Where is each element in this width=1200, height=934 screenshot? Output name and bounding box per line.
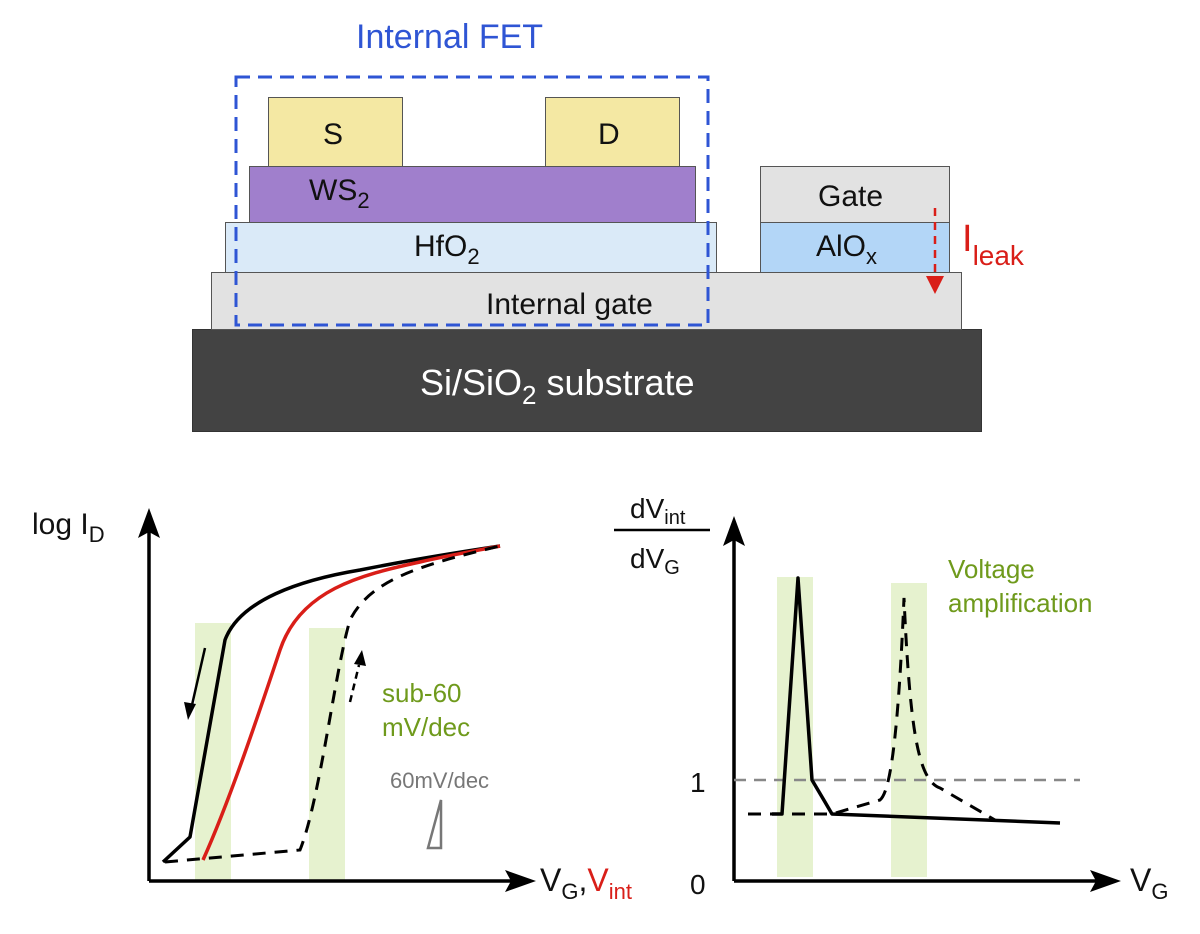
left-highlight-band-1 (195, 623, 231, 881)
voltage-amplification-line1: Voltage (948, 554, 1035, 584)
tick-label-zero: 0 (690, 869, 706, 900)
left-x-axis-arrowhead (505, 870, 536, 892)
internal-fet-box (234, 75, 710, 327)
left-y-label: log ID (32, 508, 105, 547)
left-black-dashed-curve (164, 544, 501, 864)
source-label: S (323, 118, 344, 151)
reference-slope-triangle (426, 799, 443, 850)
down-sweep-arrow (190, 647, 207, 706)
left-y-axis-arrowhead (138, 508, 160, 538)
source-contact (268, 97, 403, 167)
alox-label: AlOx (816, 230, 878, 269)
ws2-channel-layer (249, 166, 696, 223)
sub60-annotation-line2: mV/dec (382, 712, 470, 742)
alox-layer (760, 222, 950, 273)
substrate-label: Si/SiO2 substrate (420, 362, 695, 410)
ws2-label: WS2 (309, 174, 370, 213)
internal-gate-layer (211, 272, 962, 330)
left-plot: log ID VG,Vint sub-60 mV/dec 60mV/dec (32, 508, 632, 904)
hfo2-layer (225, 222, 717, 273)
down-sweep-arrowhead (184, 702, 196, 720)
tick-label-one: 1 (690, 767, 706, 798)
left-red-curve (201, 544, 501, 861)
gate-layer (760, 166, 950, 223)
right-y-label-numerator: dVint (630, 493, 686, 529)
device-overlay (234, 75, 944, 327)
sub60-annotation-line1: sub-60 (382, 678, 462, 708)
gate-label: Gate (818, 180, 884, 213)
internal-gate-label: Internal gate (486, 288, 653, 321)
left-highlight-band-2 (309, 628, 345, 881)
drain-label: D (598, 118, 620, 151)
right-x-axis-arrowhead (1090, 870, 1121, 892)
up-sweep-arrowhead (354, 650, 366, 666)
right-x-label: VG (1130, 862, 1168, 904)
voltage-amplification-line2: amplification (948, 588, 1093, 618)
left-x-label: VG,Vint (540, 862, 632, 904)
substrate-layer (192, 329, 982, 432)
right-dashed-curve (748, 597, 996, 822)
right-y-axis-arrowhead (723, 516, 745, 546)
reference-slope-label: 60mV/dec (390, 768, 489, 793)
up-sweep-arrow (348, 664, 361, 703)
hfo2-label: HfO2 (414, 230, 480, 269)
drain-contact (545, 97, 680, 167)
leak-arrow-head (926, 276, 944, 294)
right-plot: dVint dVG 1 0 VG Voltage amplification (614, 493, 1168, 904)
leak-current-label: Ileak (962, 218, 1024, 271)
internal-fet-label: Internal FET (356, 18, 544, 56)
right-y-label-denominator: dVG (630, 543, 680, 579)
